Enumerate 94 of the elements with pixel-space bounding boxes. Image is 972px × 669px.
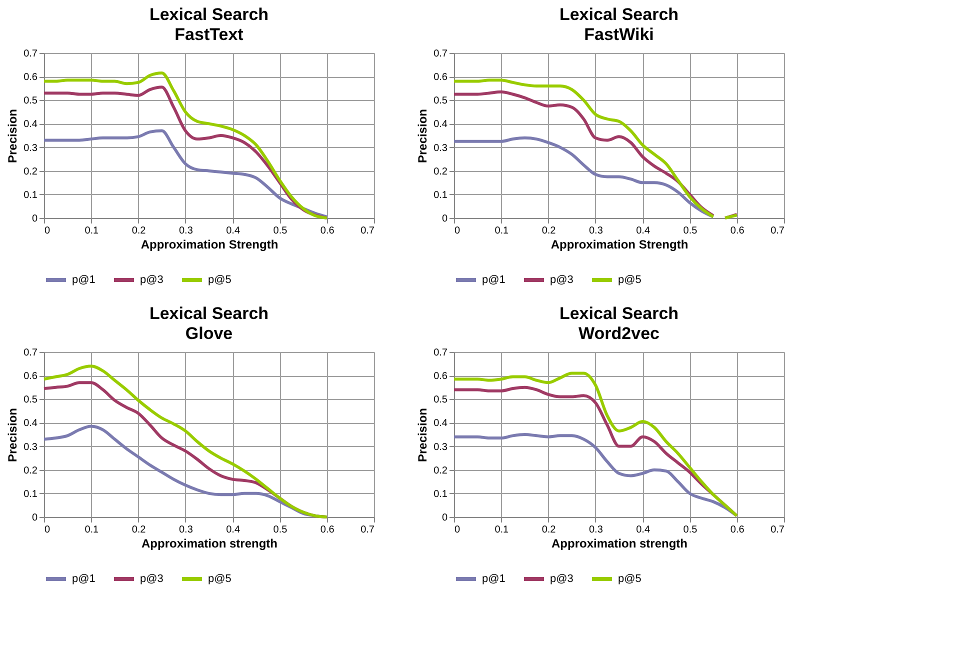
y-tick-label: 0.4 (24, 119, 38, 130)
y-tick-label: 0 (442, 512, 448, 524)
y-tick-label: 0.5 (24, 394, 38, 406)
x-tick-label: 0.5 (273, 524, 288, 536)
chart-title: Lexical Search (559, 304, 679, 323)
legend-label: p@1 (482, 573, 506, 585)
legend-label: p@5 (618, 573, 642, 585)
x-tick-label: 0.4 (226, 524, 240, 536)
chart-title: Lexical Search (559, 5, 679, 24)
y-tick-label: 0.7 (24, 48, 38, 60)
chart-subtitle: Glove (185, 324, 233, 343)
y-axis-title: Precision (416, 108, 430, 164)
x-axis-title: Approximation Strength (140, 238, 278, 252)
x-axis-title: Approximation strength (551, 536, 688, 550)
legend-label: p@3 (550, 274, 574, 286)
x-tick-label: 0.6 (730, 226, 745, 236)
y-tick-label: 0.6 (24, 371, 38, 382)
y-tick-label: 0.2 (434, 166, 448, 178)
line-series (452, 136, 715, 218)
x-tick-label: 0.7 (360, 226, 375, 236)
chart-title: Lexical Search (149, 5, 269, 24)
y-tick-label: 0.6 (434, 371, 448, 382)
y-tick-label: 0.5 (434, 394, 448, 406)
x-tick-label: 0.2 (542, 524, 556, 536)
y-tick-label: 0.6 (434, 72, 448, 84)
y-tick-label: 0.4 (24, 418, 38, 430)
x-tick-label: 0.6 (320, 226, 335, 236)
legend-label: p@3 (550, 573, 574, 585)
chart-subtitle: FastText (174, 25, 244, 44)
x-tick-label: 0.5 (273, 226, 288, 236)
y-tick-label: 0.1 (24, 190, 38, 201)
x-tick-label: 0.7 (770, 524, 785, 536)
x-tick-label: 0.3 (178, 226, 194, 236)
chart-subtitle: Word2vec (578, 324, 660, 343)
x-axis-title: Approximation strength (141, 536, 278, 550)
y-tick-label: 0.7 (24, 348, 38, 358)
x-tick-label: 0.7 (360, 524, 375, 536)
y-tick-label: 0.7 (434, 48, 448, 60)
x-tick-label: 0.6 (730, 524, 745, 536)
y-tick-label: 0.3 (24, 142, 38, 154)
x-tick-label: 0.1 (84, 524, 100, 536)
y-tick-label: 0.3 (434, 142, 448, 154)
y-axis-title: Precision (6, 408, 20, 462)
x-tick-label: 0.5 (683, 226, 698, 236)
y-tick-label: 0.3 (434, 442, 448, 453)
legend-label: p@1 (72, 274, 96, 286)
legend-label: p@3 (140, 274, 164, 286)
y-tick-label: 0.4 (434, 418, 448, 430)
legend-label: p@5 (618, 274, 642, 286)
y-tick-label: 0 (442, 214, 448, 224)
x-tick-label: 0.3 (178, 524, 194, 536)
x-tick-label: 0.3 (588, 524, 604, 536)
y-tick-label: 0.2 (24, 465, 38, 476)
legend-label: p@1 (482, 274, 506, 286)
x-tick-label: 0.4 (636, 524, 650, 536)
y-tick-label: 0 (32, 214, 38, 224)
x-tick-label: 0 (44, 524, 50, 536)
x-tick-label: 0.2 (132, 226, 146, 236)
chart-subtitle: FastWiki (584, 25, 654, 44)
x-tick-label: 0.7 (770, 226, 785, 236)
y-tick-label: 0.4 (434, 119, 448, 130)
y-axis-title: Precision (416, 408, 430, 462)
chart-title: Lexical Search (149, 304, 269, 323)
x-tick-label: 0.4 (226, 226, 240, 236)
y-tick-label: 0.7 (434, 348, 448, 358)
y-tick-label: 0.1 (434, 488, 448, 500)
x-tick-label: 0 (44, 226, 50, 236)
x-tick-label: 0.3 (588, 226, 604, 236)
y-axis-title: Precision (6, 108, 20, 164)
x-axis-title: Approximation Strength (550, 238, 688, 252)
x-tick-label: 0.2 (542, 226, 556, 236)
x-tick-label: 0.1 (494, 524, 510, 536)
legend-label: p@3 (140, 573, 164, 585)
x-tick-label: 0.1 (494, 226, 510, 236)
y-tick-label: 0.2 (434, 465, 448, 476)
x-tick-label: 0.4 (636, 226, 650, 236)
x-tick-label: 0 (454, 524, 460, 536)
x-tick-label: 0 (454, 226, 460, 236)
y-tick-label: 0.5 (24, 96, 38, 107)
legend-label: p@5 (208, 274, 232, 286)
x-tick-label: 0.2 (132, 524, 146, 536)
x-tick-label: 0.5 (683, 524, 698, 536)
y-tick-label: 0.3 (24, 442, 38, 453)
x-tick-label: 0.1 (84, 226, 100, 236)
legend-label: p@1 (72, 573, 96, 585)
y-tick-label: 0.6 (24, 72, 38, 84)
y-tick-label: 0.1 (434, 190, 448, 201)
y-tick-label: 0 (32, 512, 38, 524)
y-tick-label: 0.5 (434, 96, 448, 107)
x-tick-label: 0.6 (320, 524, 335, 536)
y-tick-label: 0.2 (24, 166, 38, 178)
line-series (42, 129, 328, 218)
y-tick-label: 0.1 (24, 488, 38, 500)
legend-label: p@5 (208, 573, 232, 585)
